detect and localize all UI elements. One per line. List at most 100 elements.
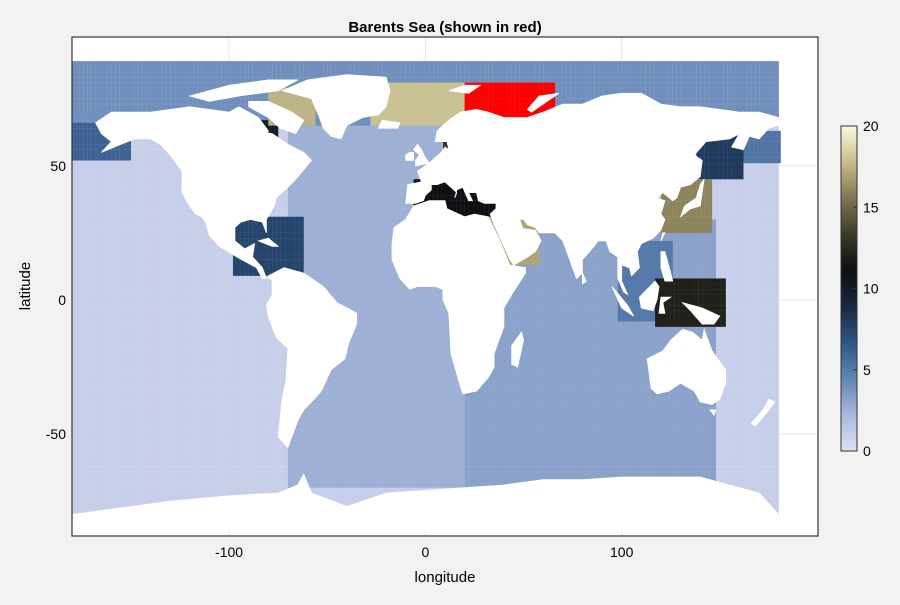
ocean-cell (747, 423, 751, 428)
ocean-cell (166, 364, 170, 369)
ocean-cell (229, 418, 233, 423)
ocean-cell (111, 482, 115, 487)
ocean-cell (88, 429, 92, 434)
ocean-cell (245, 434, 249, 439)
ocean-cell (253, 380, 257, 385)
ocean-cell (221, 488, 225, 493)
ocean-cell (151, 488, 155, 493)
ocean-cell (351, 498, 355, 503)
ocean-cell (728, 450, 732, 455)
ocean-cell (158, 429, 162, 434)
ocean-cell (143, 375, 147, 380)
ocean-cell (151, 396, 155, 401)
ocean-cell (229, 375, 233, 380)
ocean-cell (131, 429, 135, 434)
ocean-cell (241, 386, 245, 391)
ocean-cell (732, 375, 736, 380)
ocean-cell (182, 488, 186, 493)
ocean-cell (260, 477, 264, 482)
ocean-cell (135, 396, 139, 401)
ocean-cell (249, 402, 253, 407)
ocean-cell (139, 498, 143, 503)
ocean-cell (72, 450, 76, 455)
ocean-cell (162, 477, 166, 482)
ocean-cell (127, 493, 131, 498)
ocean-cell (241, 407, 245, 412)
ocean-cell (771, 466, 775, 471)
ocean-cell (217, 396, 221, 401)
ocean-cell (728, 434, 732, 439)
ocean-cell (72, 493, 76, 498)
ocean-cell (131, 482, 135, 487)
ocean-cell (728, 456, 732, 461)
ocean-cell (202, 402, 206, 407)
ocean-cell (162, 370, 166, 375)
ocean-cell (190, 402, 194, 407)
ocean-cell (249, 477, 253, 482)
ocean-cell (194, 375, 198, 380)
ocean-cell (103, 364, 107, 369)
ocean-cell (103, 504, 107, 509)
ocean-cell (366, 493, 370, 498)
ocean-cell (280, 375, 284, 380)
ocean-cell (135, 466, 139, 471)
ocean-cell (257, 364, 261, 369)
ocean-cell (131, 370, 135, 375)
ocean-cell (728, 439, 732, 444)
ocean-cell (747, 386, 751, 391)
ocean-cell (88, 477, 92, 482)
ocean-cell (767, 418, 771, 423)
ocean-cell (732, 396, 736, 401)
ocean-cell (151, 380, 155, 385)
ocean-cell (759, 396, 763, 401)
ocean-cell (245, 450, 249, 455)
ocean-cell (103, 375, 107, 380)
ocean-cell (751, 450, 755, 455)
ocean-cell (135, 402, 139, 407)
ocean-cell (209, 445, 213, 450)
ocean-cell (217, 445, 221, 450)
ocean-cell (166, 461, 170, 466)
ocean-cell (260, 418, 264, 423)
ocean-cell (182, 482, 186, 487)
ocean-cell (88, 434, 92, 439)
ocean-cell (158, 375, 162, 380)
ocean-cell (284, 461, 288, 466)
ocean-cell (135, 493, 139, 498)
ocean-cell (158, 402, 162, 407)
ocean-cell (245, 380, 249, 385)
ocean-cell (111, 391, 115, 396)
ocean-cell (284, 456, 288, 461)
ocean-cell (139, 418, 143, 423)
ocean-cell (759, 402, 763, 407)
ocean-cell (190, 413, 194, 418)
ocean-cell (716, 407, 720, 412)
ocean-cell (245, 466, 249, 471)
ocean-cell (123, 498, 127, 503)
ocean-cell (131, 375, 135, 380)
ocean-cell (127, 445, 131, 450)
ocean-cell (84, 380, 88, 385)
ocean-cell (202, 450, 206, 455)
ocean-cell (237, 472, 241, 477)
ocean-cell (280, 472, 284, 477)
ocean-cell (335, 488, 339, 493)
ocean-cell (115, 413, 119, 418)
ocean-cell (202, 396, 206, 401)
ocean-cell (221, 423, 225, 428)
ocean-cell (739, 380, 743, 385)
ocean-cell (260, 407, 264, 412)
ocean-cell (237, 423, 241, 428)
ocean-cell (103, 396, 107, 401)
ocean-cell (72, 386, 76, 391)
ocean-cell (107, 439, 111, 444)
ocean-cell (80, 482, 84, 487)
ocean-cell (260, 445, 264, 450)
ocean-cell (233, 375, 237, 380)
ocean-cell (268, 434, 272, 439)
ocean-cell (107, 407, 111, 412)
ocean-cell (771, 386, 775, 391)
ocean-cell (217, 466, 221, 471)
ocean-cell (198, 391, 202, 396)
ocean-cell (272, 418, 276, 423)
